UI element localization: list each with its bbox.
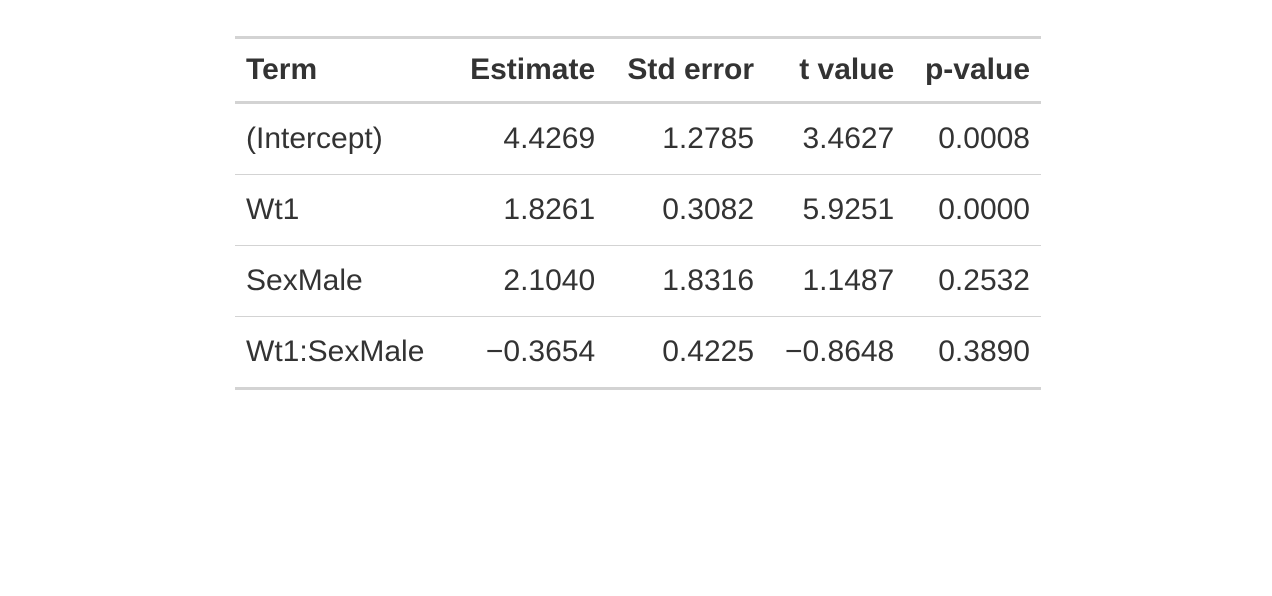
table-body: (Intercept) 4.4269 1.2785 3.4627 0.0008 … — [235, 103, 1041, 389]
term-cell: SexMale — [235, 245, 450, 317]
term-cell: (Intercept) — [246, 122, 383, 155]
estimate-cell: 1.8261 — [449, 174, 607, 246]
t-value-cell: −0.8648 — [765, 316, 906, 389]
p-value-cell: 0.3890 — [905, 316, 1041, 389]
regression-table-container: Term Estimate Std error t value p-value … — [235, 36, 1041, 390]
header-row: Term Estimate Std error t value p-value — [235, 37, 1041, 104]
column-header-std-error: Std error — [606, 37, 766, 104]
table-row: Wt1:SexMale −0.3654 0.4225 −0.8648 0.389… — [235, 316, 1041, 389]
column-header-term: Term — [235, 37, 450, 104]
t-value-cell: 3.4627 — [802, 122, 895, 155]
term-cell: Wt1:SexMale — [235, 316, 450, 389]
column-header-p-value: p-value — [905, 37, 1041, 104]
t-value-cell: 1.1487 — [765, 245, 906, 317]
p-value-cell: 0.2532 — [905, 245, 1041, 317]
column-header-estimate: Estimate — [449, 37, 607, 104]
estimate-cell: −0.3654 — [449, 316, 607, 389]
table-header: Term Estimate Std error t value p-value — [235, 37, 1041, 104]
std-error-cell: 1.2785 — [662, 122, 755, 155]
estimate-cell: 2.1040 — [449, 245, 607, 317]
estimate-cell: 4.4269 — [503, 122, 596, 155]
table-row: (Intercept) 4.4269 1.2785 3.4627 0.0008 — [235, 103, 1041, 175]
column-header-t-value: t value — [765, 37, 906, 104]
std-error-cell: 1.8316 — [606, 245, 766, 317]
t-value-cell: 5.9251 — [765, 174, 906, 246]
std-error-cell: 0.4225 — [606, 316, 766, 389]
table-row: SexMale 2.1040 1.8316 1.1487 0.2532 — [235, 245, 1041, 317]
regression-table: Term Estimate Std error t value p-value … — [235, 36, 1041, 390]
p-value-cell: 0.0008 — [938, 122, 1030, 155]
table-row: Wt1 1.8261 0.3082 5.9251 0.0000 — [235, 174, 1041, 246]
p-value-cell: 0.0000 — [905, 174, 1041, 246]
std-error-cell: 0.3082 — [606, 174, 766, 246]
term-cell: Wt1 — [235, 174, 450, 246]
